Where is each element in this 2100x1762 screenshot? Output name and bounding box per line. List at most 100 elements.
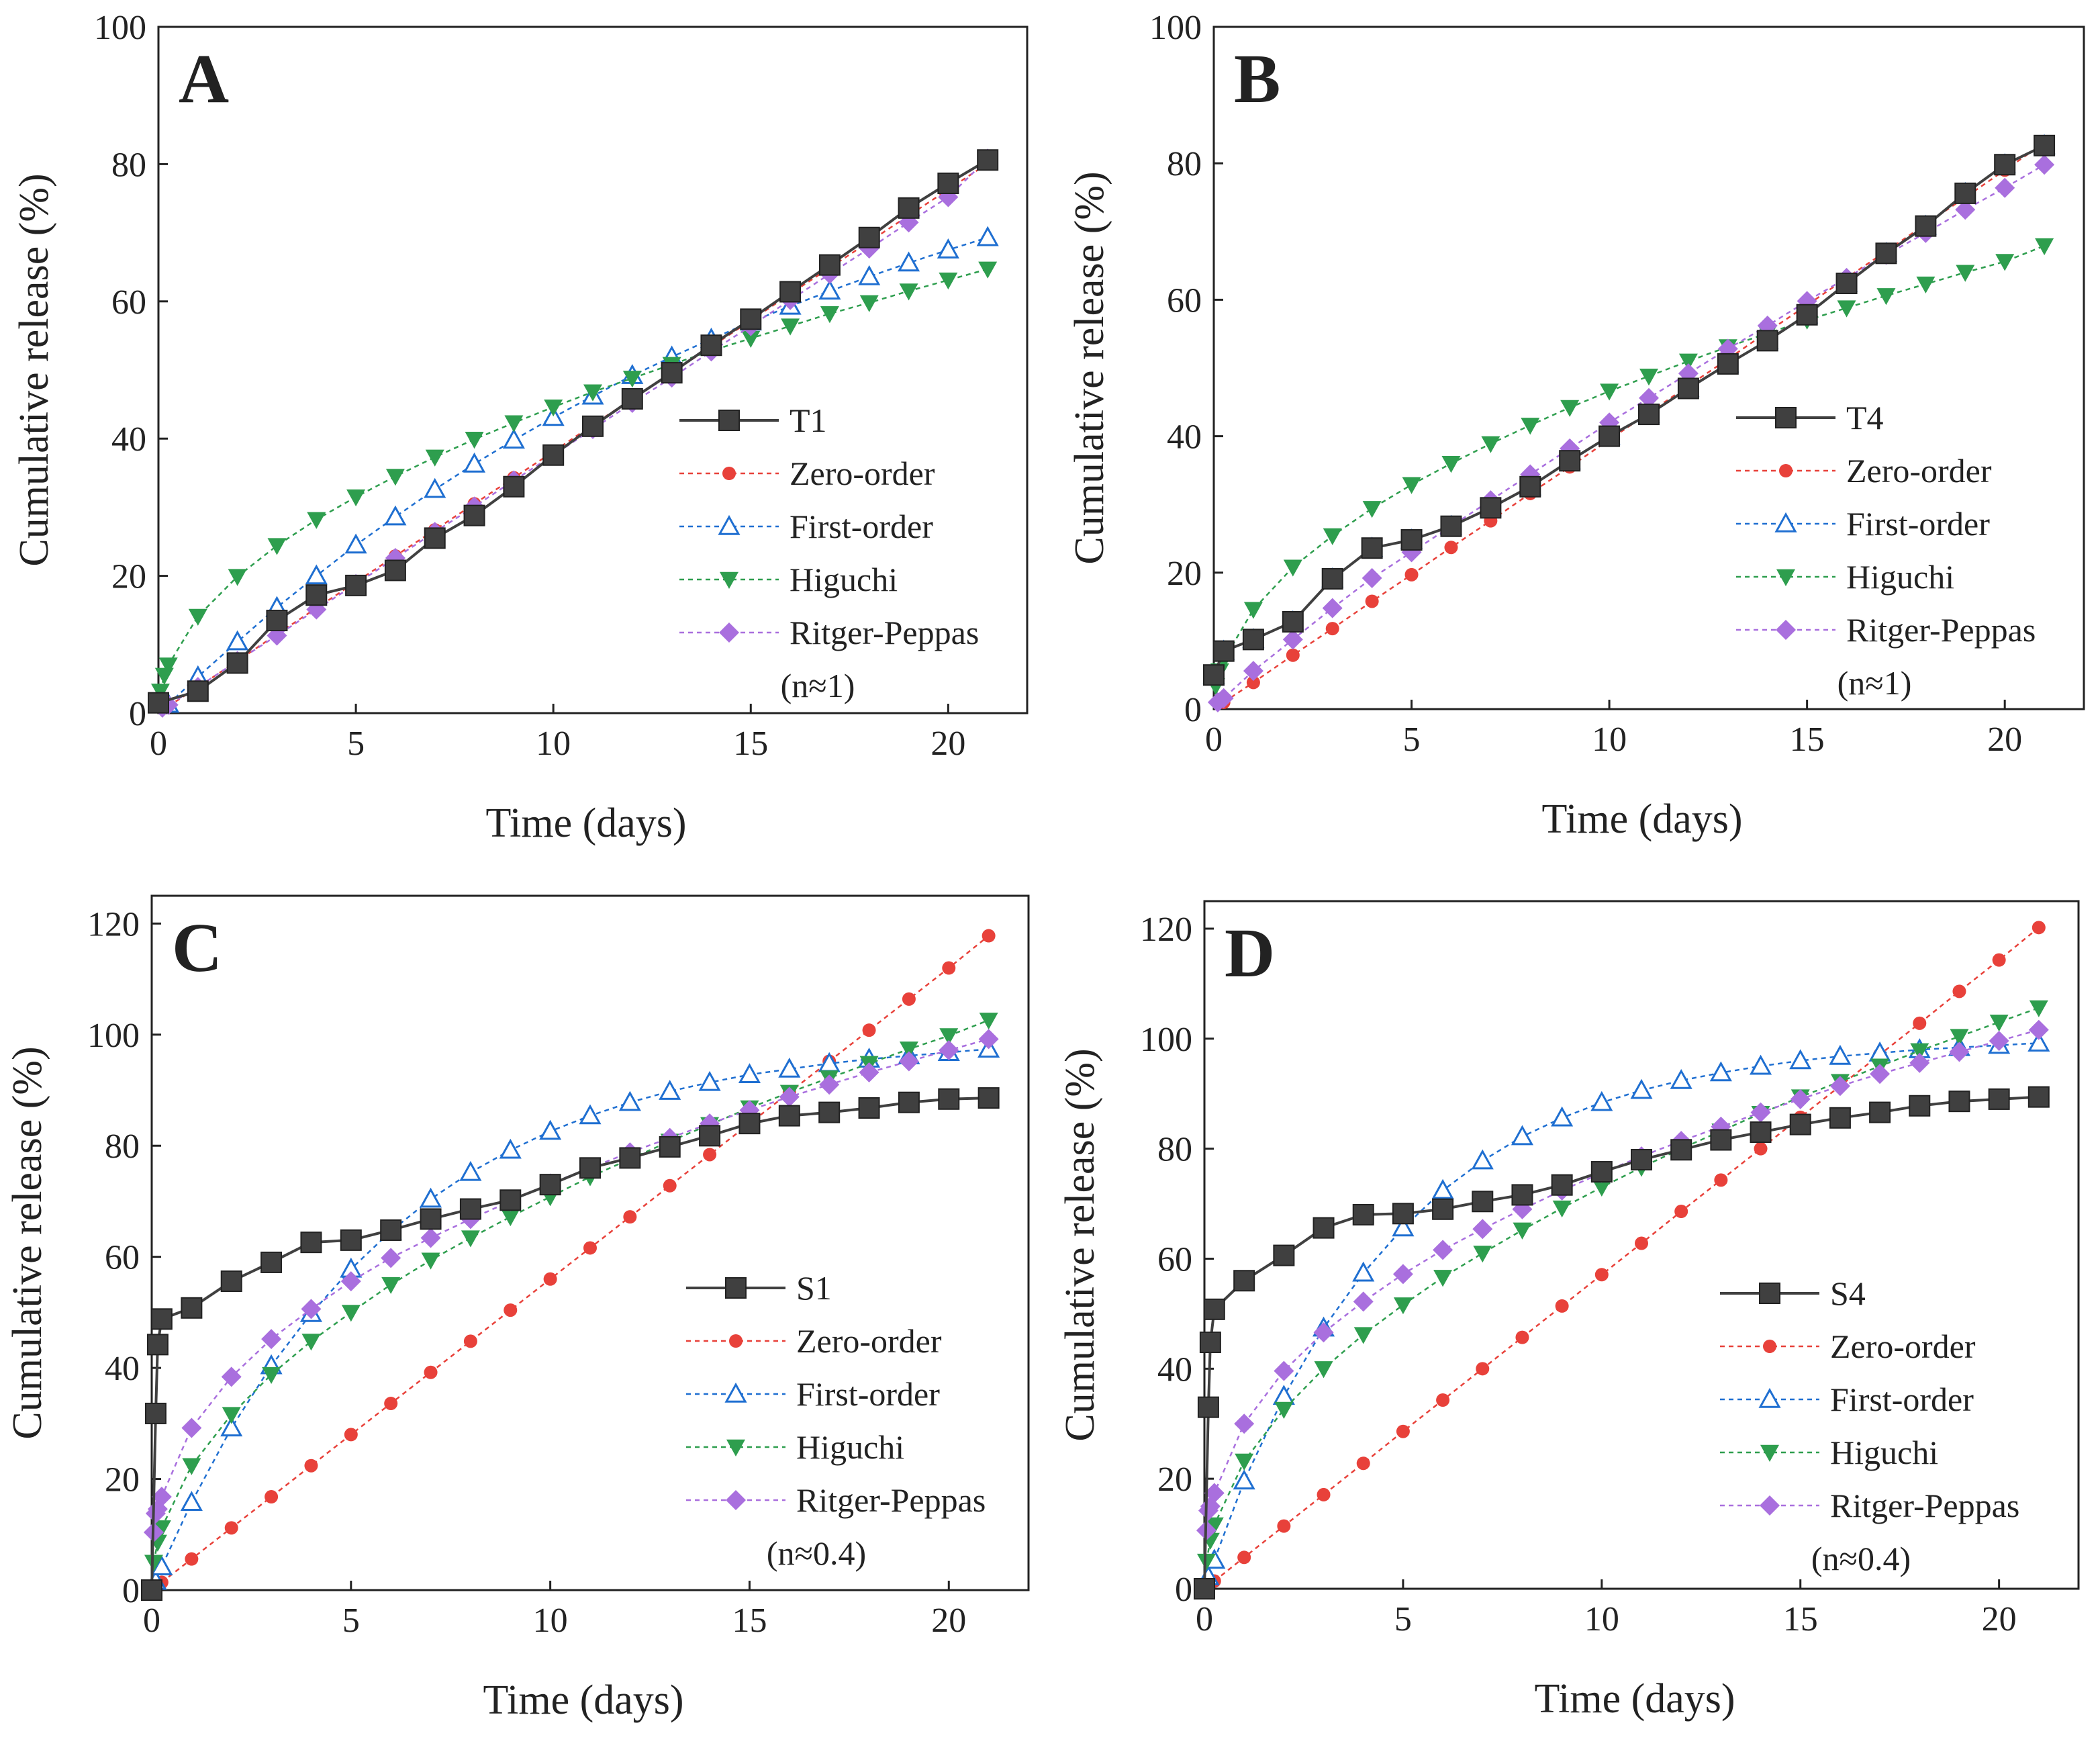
data-point [1481,436,1500,453]
x-tick-label: 15 [732,1602,767,1640]
data-point [459,1198,481,1220]
data-point [1630,1078,1653,1099]
data-point [305,584,328,606]
data-point [1519,475,1541,498]
data-point [463,504,485,526]
x-tick-label: 0 [1196,1600,1213,1638]
series-t1 [148,149,999,714]
data-point [344,533,367,554]
data-point [1592,1179,1611,1197]
plot-frame [1212,26,2085,710]
legend-label: First-order [1830,1381,1974,1418]
y-tick-label: 20 [105,1461,140,1499]
data-point [1717,353,1739,375]
data-point [181,1418,202,1438]
legend-label: First-order [796,1375,940,1413]
data-point [1631,1149,1652,1171]
data-point [1203,664,1225,686]
data-point [461,1230,480,1248]
data-point [1594,1268,1609,1282]
data-point [818,1101,841,1123]
legend-marker [718,514,741,535]
legend-label: T1 [790,402,827,439]
data-point [340,1229,362,1251]
data-point [779,281,802,303]
data-point [819,1074,840,1095]
data-point [741,330,761,348]
data-point [307,512,326,529]
data-point [778,1057,801,1078]
data-point [858,265,881,285]
data-point [1472,1191,1494,1213]
data-point [1237,1550,1251,1565]
legend-marker [722,467,736,480]
legend-marker [1779,464,1793,477]
y-tick-label: 120 [1140,911,1192,949]
data-point [1796,304,1818,326]
series-line [159,268,988,692]
data-point [703,1148,717,1162]
data-point [579,1104,602,1125]
y-tick-label: 80 [1157,1131,1192,1169]
data-point [1829,1107,1851,1129]
y-tick-label: 0 [129,695,146,733]
data-point [1362,501,1382,518]
data-point [1590,1161,1613,1183]
data-point [899,1041,918,1059]
legend-label: Zero-order [790,455,935,492]
data-point [340,1271,361,1292]
data-point [1552,1200,1572,1218]
series-line [167,236,988,705]
plot-frame [150,894,1030,1591]
data-point [976,226,999,246]
data-point [421,1252,440,1270]
data-point [1876,288,1896,306]
data-point [1356,1456,1370,1471]
data-point [424,1365,438,1379]
data-point [661,362,683,384]
data-point [381,1248,401,1268]
data-point [152,1520,171,1538]
data-point [345,574,367,596]
data-point [938,1088,960,1110]
data-point [146,1334,169,1356]
plot-frame [1203,900,2080,1590]
data-point [1749,1054,1772,1075]
y-tick-label: 40 [111,420,146,459]
data-point [384,505,407,526]
x-tick-label: 20 [930,725,965,763]
series-line [1214,244,2045,686]
data-point [1473,1246,1492,1263]
panel-a: 0 5 10 15 20 0 20 40 60 80 100 Time (days) Cumulativ… [11,9,1029,846]
data-point [740,308,762,330]
data-point [1440,515,1462,537]
data-point [1992,953,2006,967]
data-point [1954,182,1976,204]
legend: S4 Zero-order First-order Higuchi Ritger-Pep… [1720,1274,2019,1577]
data-point [221,1366,242,1387]
data-point [1835,273,1858,295]
data-point [1670,1139,1692,1161]
x-tick-label: 0 [1205,721,1223,759]
data-point [150,1308,173,1330]
panel-letter: D [1225,915,1275,992]
data-point [1246,676,1260,690]
data-point [144,1402,166,1424]
data-point [898,197,920,219]
data-point [977,1087,1000,1109]
data-point [267,538,287,555]
data-point [1197,1396,1219,1418]
data-point [1277,1519,1291,1533]
data-point [1480,497,1502,519]
legend-marker [1776,620,1796,640]
plot-frame [157,26,1029,714]
series-line [1214,927,2040,1582]
data-point [781,318,800,336]
data-point [939,1039,959,1060]
data-point [1551,1106,1574,1127]
data-point [1323,528,1342,545]
data-point [465,432,484,449]
data-point [1433,1240,1453,1260]
legend-label: First-order [790,508,933,545]
exponent-note: (n≈1) [1837,664,1912,702]
